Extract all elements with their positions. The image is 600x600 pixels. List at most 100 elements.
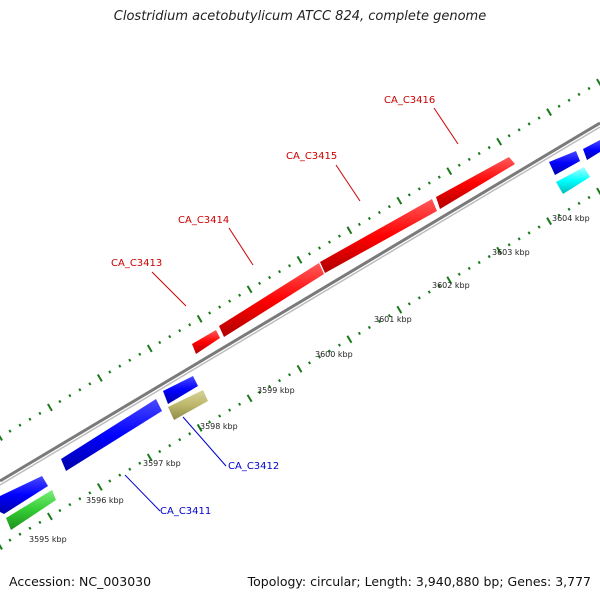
gene-arrow-ca-c3411[interactable] (61, 399, 162, 471)
kbp-label: 3598 kbp (200, 422, 238, 431)
major-tick (496, 137, 503, 146)
minor-tick (28, 526, 32, 530)
minor-tick (407, 193, 411, 197)
gene-arrow-ca-c3416[interactable] (436, 157, 515, 209)
major-tick (396, 196, 403, 205)
minor-tick (58, 399, 62, 404)
minor-tick (477, 151, 481, 156)
minor-tick (507, 243, 511, 247)
major-tick (346, 226, 353, 235)
connector-ca-c3411 (124, 474, 161, 512)
minor-tick (437, 175, 441, 179)
minor-tick (228, 299, 232, 303)
minor-tick (188, 432, 192, 436)
major-tick (296, 255, 303, 264)
minor-tick (527, 122, 531, 126)
minor-tick (188, 323, 192, 327)
minor-tick (427, 290, 431, 294)
minor-tick (457, 163, 461, 167)
gene-arrow-ca-c3412[interactable] (163, 376, 198, 404)
gene-arrow-khaki[interactable] (168, 390, 208, 420)
forward-strand (0, 140, 600, 514)
minor-tick (307, 252, 312, 256)
tick-track-upper (0, 78, 600, 441)
major-tick (0, 544, 3, 550)
gene-arrow-green[interactable] (6, 490, 56, 530)
major-tick (146, 453, 153, 462)
gene-arrow-cyan[interactable] (556, 167, 590, 194)
minor-tick (118, 364, 122, 368)
minor-tick (477, 260, 481, 265)
gene-label-ca-c3415[interactable]: CA_C3415 (286, 151, 337, 162)
minor-tick (367, 325, 371, 330)
major-tick (96, 482, 103, 491)
minor-tick (567, 98, 571, 102)
major-tick (0, 435, 3, 441)
minor-tick (108, 370, 112, 374)
minor-tick (587, 195, 591, 200)
minor-tick (427, 181, 431, 185)
minor-tick (158, 449, 162, 454)
minor-tick (507, 134, 511, 138)
minor-tick (78, 497, 82, 501)
gene-label-ca-c3412[interactable]: CA_C3412 (228, 461, 279, 472)
minor-tick (417, 187, 421, 191)
major-tick (47, 403, 53, 412)
minor-tick (337, 343, 341, 347)
kbp-label: 3600 kbp (315, 350, 353, 359)
minor-tick (377, 319, 381, 324)
minor-tick (178, 438, 182, 442)
minor-tick (457, 272, 461, 276)
minor-tick (38, 520, 42, 525)
minor-tick (317, 355, 321, 359)
minor-tick (68, 503, 72, 507)
minor-tick (28, 417, 32, 421)
minor-tick (537, 116, 541, 120)
major-tick (246, 394, 253, 403)
gene-label-ca-c3414[interactable]: CA_C3414 (178, 215, 229, 226)
gene-arrow-left-edge[interactable] (0, 476, 48, 514)
major-tick (496, 246, 503, 255)
minor-tick (238, 293, 242, 297)
gene-labels: CA_C3413 CA_C3414 CA_C3415 CA_C3416 CA_C… (111, 95, 435, 517)
minor-tick (208, 311, 212, 315)
minor-tick (258, 281, 262, 286)
minor-tick (88, 382, 92, 386)
label-connectors (124, 107, 459, 512)
minor-tick (467, 266, 471, 271)
minor-tick (437, 284, 441, 288)
minor-tick (158, 340, 162, 345)
minor-tick (327, 349, 331, 353)
minor-tick (168, 334, 172, 339)
major-tick (446, 167, 453, 176)
kbp-label: 3603 kbp (492, 248, 530, 257)
major-tick (47, 512, 53, 521)
gene-arrow-upper-right-2[interactable] (583, 140, 600, 160)
minor-tick (168, 443, 172, 448)
minor-tick (287, 264, 292, 268)
minor-tick (208, 420, 212, 424)
gene-label-ca-c3411[interactable]: CA_C3411 (160, 506, 211, 517)
major-tick (596, 78, 600, 87)
minor-tick (587, 86, 591, 91)
major-tick (196, 423, 203, 432)
minor-tick (317, 246, 321, 250)
connector-ca-c3413 (151, 271, 187, 307)
major-tick (446, 276, 453, 285)
gene-arrow-ca-c3413[interactable] (192, 330, 220, 354)
minor-tick (218, 305, 222, 309)
major-tick (346, 335, 353, 344)
minor-tick (138, 461, 142, 465)
minor-tick (18, 423, 22, 427)
gene-label-ca-c3416[interactable]: CA_C3416 (384, 95, 435, 106)
major-tick (546, 217, 552, 226)
minor-tick (417, 296, 421, 300)
minor-tick (467, 157, 471, 162)
gene-arrow-ca-c3415[interactable] (320, 199, 437, 273)
minor-tick (487, 254, 491, 259)
gene-arrow-upper-right-1[interactable] (549, 151, 580, 175)
major-tick (296, 364, 303, 373)
gene-label-ca-c3413[interactable]: CA_C3413 (111, 258, 162, 269)
gene-arrow-ca-c3414[interactable] (219, 263, 324, 337)
